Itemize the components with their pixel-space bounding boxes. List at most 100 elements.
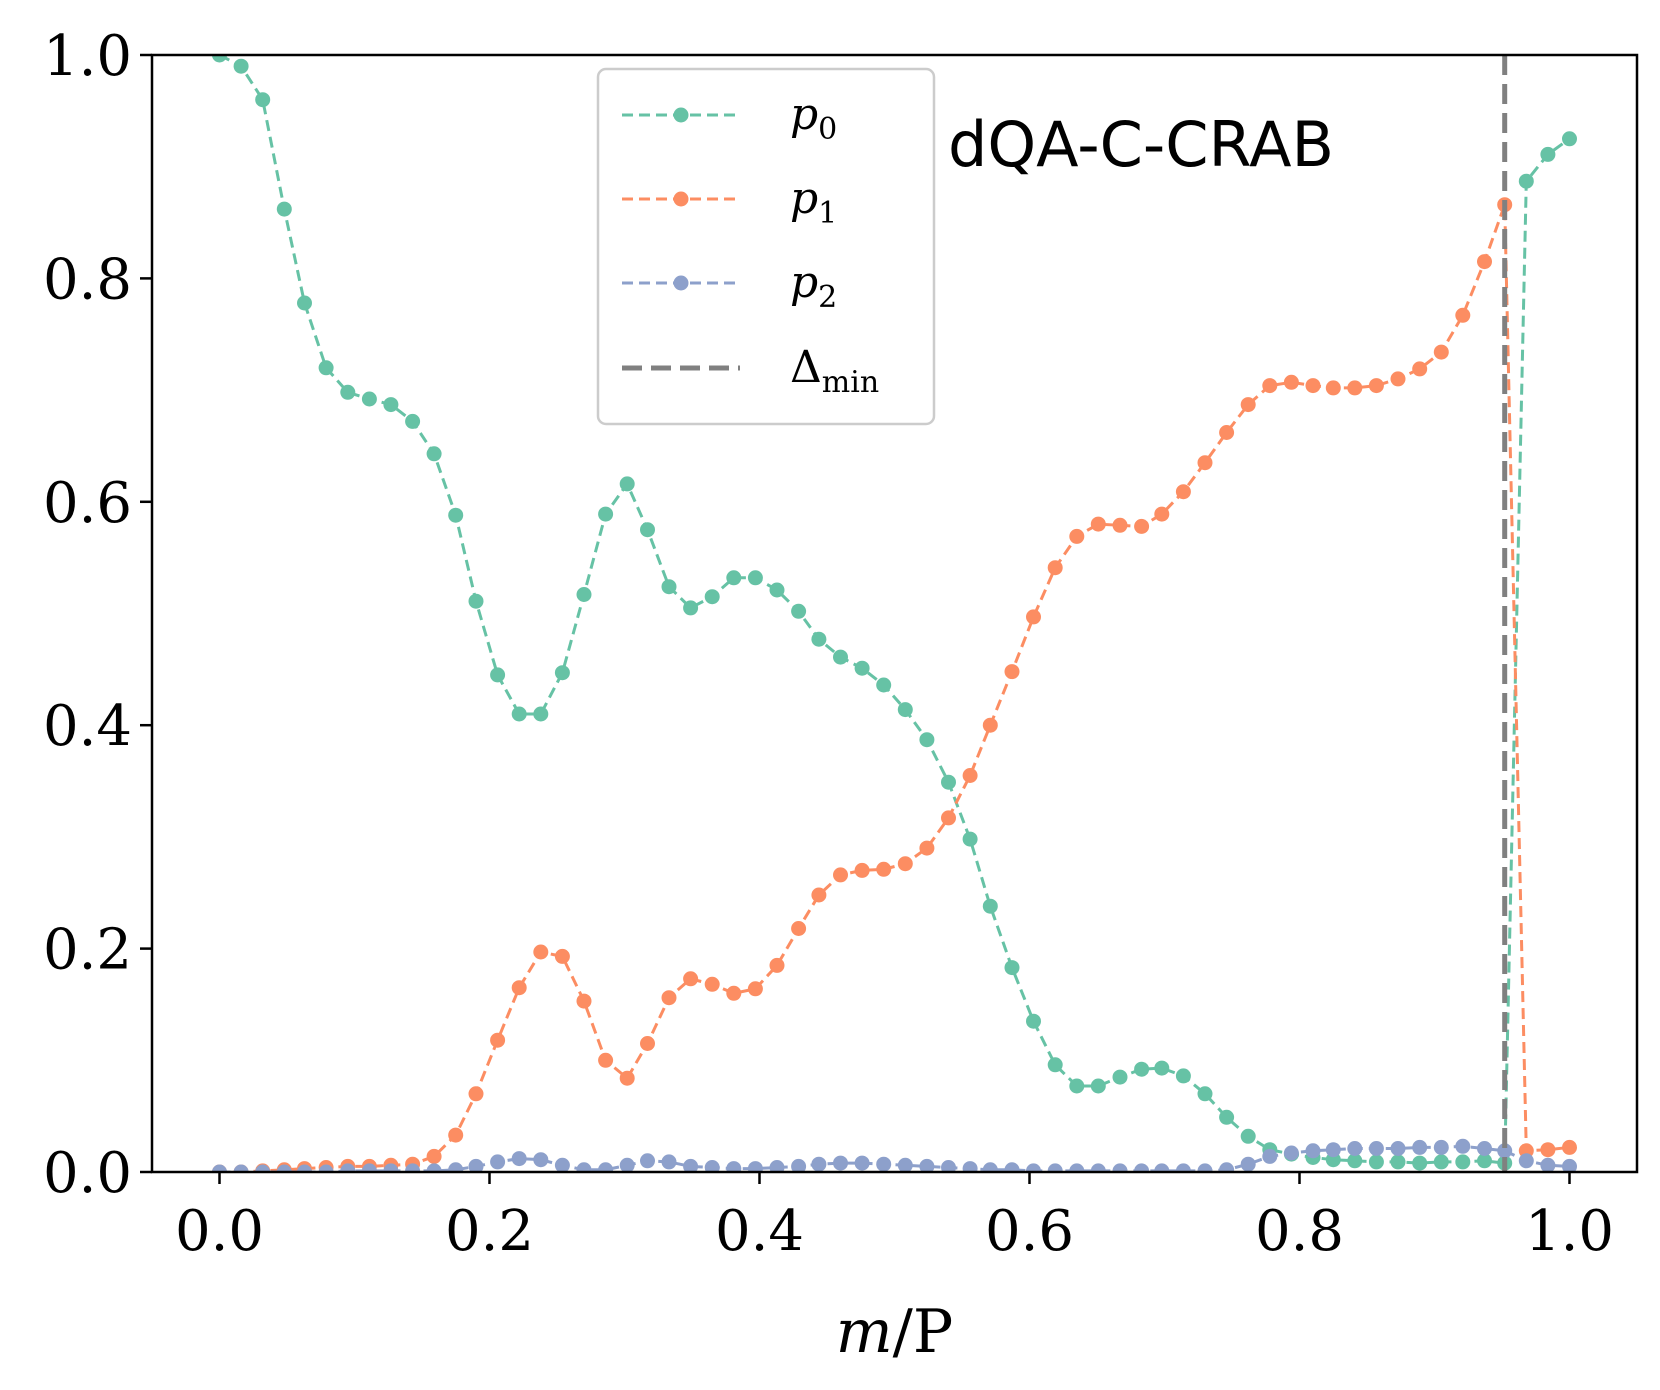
x-tick-label: 1.0: [1525, 1199, 1614, 1264]
data-point-p1: [747, 981, 763, 997]
legend-label: p2: [790, 257, 837, 315]
data-point-p1: [640, 1036, 655, 1051]
data-point-p0: [1477, 1153, 1492, 1169]
y-axis: 0.0 0.2 0.4 0.6 0.8 1.0: [43, 24, 152, 1206]
legend-entry-p1: p1: [622, 173, 837, 231]
series-layer: [212, 55, 1577, 1172]
data-point-p2: [1325, 1142, 1341, 1158]
legend-marker: [673, 275, 689, 291]
data-point-p0: [1240, 1128, 1256, 1144]
data-point-p2: [383, 1163, 399, 1172]
data-point-p1: [1477, 254, 1492, 270]
data-point-p0: [297, 295, 312, 311]
data-point-p1: [1026, 609, 1041, 625]
data-point-p0: [1347, 1153, 1363, 1169]
x-tick-label: 0.8: [1255, 1199, 1344, 1264]
data-point-p1: [791, 921, 807, 936]
data-point-p0: [1219, 1109, 1235, 1125]
y-tick-label: 0.6: [43, 471, 132, 536]
data-point-p1: [1154, 506, 1170, 522]
data-point-p1: [533, 944, 549, 960]
x-tick-label: 0.4: [715, 1199, 804, 1264]
data-point-p2: [1283, 1145, 1299, 1161]
data-point-p2: [255, 1164, 271, 1172]
series-line-p1: [219, 204, 1570, 1172]
data-point-p2: [1262, 1148, 1278, 1164]
data-point-p2: [726, 1161, 742, 1172]
data-point-p1: [1368, 378, 1384, 394]
data-point-p0: [361, 391, 377, 407]
x-axis-label-rest: /P: [893, 1297, 954, 1367]
x-tick-label: 0.0: [175, 1199, 264, 1264]
data-point-p0: [490, 667, 506, 683]
data-point-p2: [405, 1163, 421, 1172]
plot-frame: [150, 53, 1639, 1174]
data-point-p2: [704, 1160, 720, 1172]
data-point-p1: [1305, 378, 1321, 394]
data-point-p1: [683, 971, 699, 987]
data-point-p2: [598, 1162, 614, 1172]
data-point-p0: [1368, 1154, 1384, 1170]
data-point-p0: [233, 58, 249, 74]
data-point-p2: [276, 1164, 292, 1172]
data-point-p1: [1262, 378, 1278, 394]
data-point-p0: [426, 446, 442, 462]
data-point-p1: [1390, 371, 1406, 387]
data-point-p0: [1518, 173, 1534, 189]
data-point-p2: [811, 1156, 827, 1172]
data-point-p2: [576, 1162, 592, 1172]
data-point-p1: [1240, 397, 1256, 413]
series-p0: [212, 55, 1577, 1171]
data-point-p2: [212, 1164, 227, 1172]
data-point-p0: [833, 649, 848, 665]
data-point-p2: [1497, 1143, 1513, 1159]
data-point-p0: [598, 506, 614, 522]
data-point-p1: [962, 768, 978, 783]
data-point-p2: [919, 1158, 935, 1172]
data-point-p2: [897, 1157, 913, 1172]
data-point-p0: [619, 476, 635, 492]
legend-marker: [673, 191, 689, 207]
data-point-p0: [661, 579, 677, 595]
data-point-p1: [426, 1148, 442, 1164]
data-point-p1: [1175, 484, 1191, 500]
data-point-p2: [683, 1158, 699, 1172]
data-point-p0: [747, 570, 763, 586]
data-point-p2: [533, 1152, 549, 1168]
legend-marker: [673, 107, 689, 123]
data-point-p2: [854, 1155, 870, 1171]
data-point-p2: [962, 1161, 978, 1172]
data-point-p2: [1219, 1162, 1235, 1172]
legend-entry-delta-min: Δmin: [622, 342, 879, 400]
data-point-p2: [1112, 1163, 1128, 1172]
data-point-p2: [1455, 1138, 1471, 1154]
data-point-p0: [340, 384, 356, 400]
data-point-p0: [1069, 1078, 1085, 1094]
data-point-p1: [1283, 374, 1299, 390]
data-point-p2: [1004, 1162, 1020, 1172]
y-tick-label: 0.8: [43, 247, 132, 312]
data-point-p0: [962, 831, 978, 847]
data-point-p2: [661, 1154, 677, 1170]
data-point-p0: [1455, 1154, 1471, 1170]
y-tick-label: 0.2: [43, 918, 132, 983]
data-point-p1: [1433, 344, 1449, 360]
data-point-p2: [340, 1163, 356, 1172]
data-point-p2: [233, 1164, 249, 1172]
series-line-p2: [219, 1144, 1570, 1172]
data-point-p1: [554, 948, 570, 964]
data-point-p2: [1134, 1163, 1150, 1172]
data-point-p0: [212, 55, 227, 63]
data-point-p0: [1562, 131, 1577, 147]
data-point-p0: [1090, 1078, 1106, 1094]
data-point-p0: [726, 570, 742, 586]
data-point-p0: [1004, 960, 1020, 976]
data-point-p0: [919, 732, 935, 748]
data-point-p1: [448, 1127, 464, 1143]
data-point-p0: [554, 665, 570, 681]
data-point-p2: [1412, 1139, 1428, 1155]
data-point-p1: [1090, 516, 1106, 532]
data-point-p0: [1197, 1086, 1213, 1102]
data-point-p0: [1540, 146, 1556, 162]
